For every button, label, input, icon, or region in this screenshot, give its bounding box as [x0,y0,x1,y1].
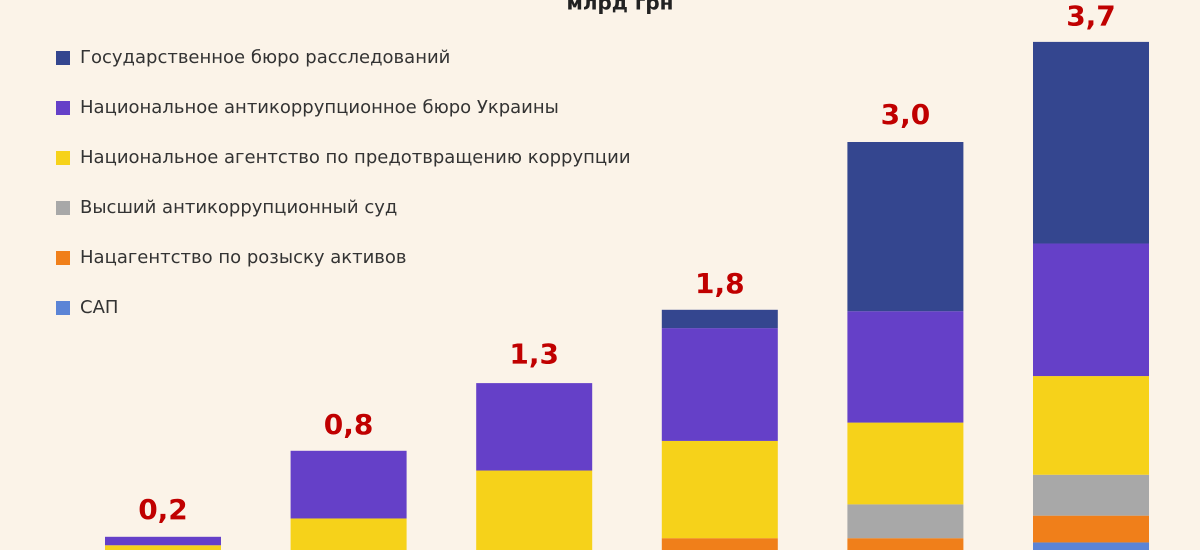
total-label: 1,3 [509,338,559,371]
legend-label: Национальное агентство по предотвращению… [80,147,631,168]
bar-segment [476,470,593,550]
bar-segment [1033,474,1149,516]
chart-title: млрд грн [566,0,673,15]
legend-swatch [56,151,70,165]
legend-label: Высший антикоррупционный суд [80,197,397,218]
bar-segment [290,450,407,519]
legend-swatch [56,51,70,65]
bar-segment [847,504,964,539]
bar-segment [290,518,407,550]
bar-segment [1033,542,1149,550]
legend-label: САП [80,297,118,318]
bar-segment [661,309,778,329]
bar-segment [847,311,964,423]
total-label: 0,2 [138,493,188,526]
total-label: 3,7 [1066,0,1116,32]
bar-segment [847,422,964,505]
legend-label: Государственное бюро расследований [80,47,450,68]
legend-swatch [56,201,70,215]
bar-segment [1033,41,1149,244]
bar-segment [105,536,221,546]
bar-segment [847,538,964,550]
legend-label: Нацагентство по розыску активов [80,247,407,268]
total-label: 1,8 [695,267,745,300]
bar-segment [1033,243,1149,377]
legend-swatch [56,301,70,315]
bar-segment [661,328,778,441]
bar-segment [661,440,778,539]
total-label: 0,8 [324,408,374,441]
bar-segment [847,142,964,312]
bar-segment [1033,376,1149,475]
bar-segment [1033,515,1149,543]
bar-segment [105,545,221,550]
bar-segment [661,538,778,550]
total-label: 3,0 [881,98,931,131]
bar-segment [476,383,593,471]
legend-swatch [56,101,70,115]
legend-label: Национальное антикоррупционное бюро Укра… [80,97,559,118]
legend-swatch [56,251,70,265]
